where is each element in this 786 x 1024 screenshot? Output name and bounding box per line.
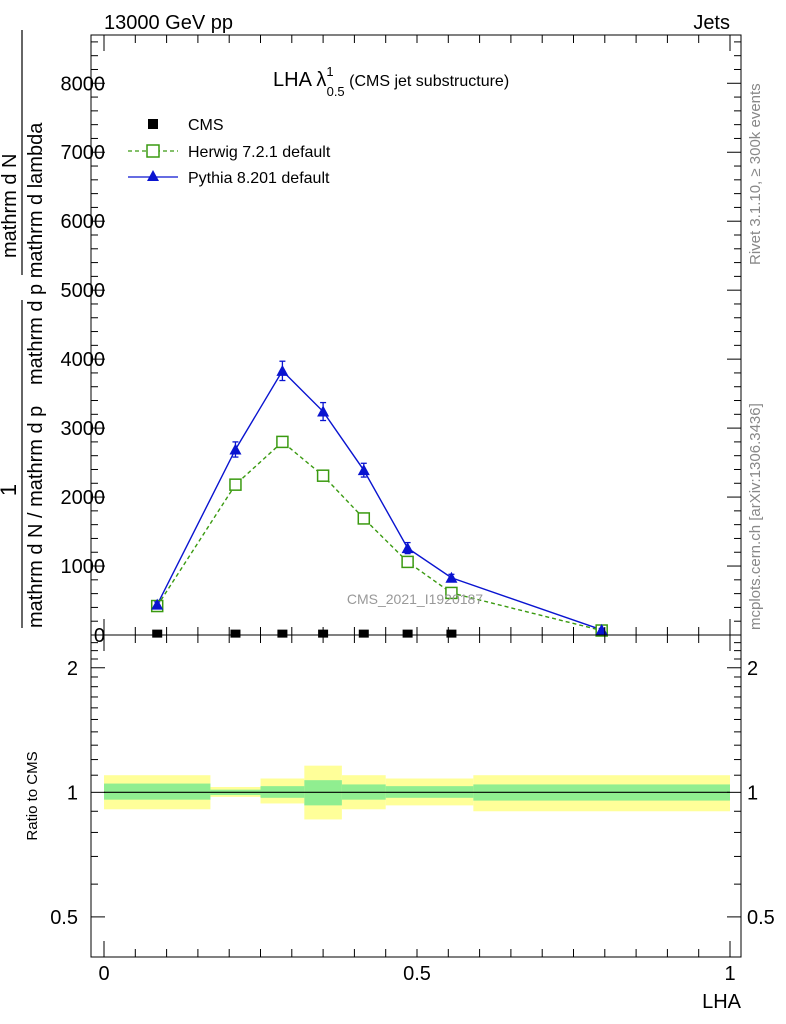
legend-item-cms: CMS: [148, 117, 224, 134]
herwig-point: [276, 435, 289, 449]
ratio-ticks: 0.5 0.5 1 1 2 2 0 0.5 1: [50, 634, 775, 985]
ratio-y-tick-label-right: 2: [747, 658, 758, 680]
rivet-version-label: Rivet 3.1.10, ≥ 300k events: [747, 83, 764, 265]
herwig-point: [357, 512, 371, 525]
legend-herwig-label: Herwig 7.2.1 default: [188, 144, 331, 161]
legend-herwig-marker: [146, 144, 160, 158]
main-y-tick-label: 4000: [61, 349, 106, 371]
plot-title-main: LHA λ: [273, 69, 326, 91]
herwig-point: [229, 478, 242, 491]
pythia-point: [276, 364, 289, 376]
ratio-y-axis-label: Ratio to CMS: [24, 751, 41, 840]
main-y-tick-label: 8000: [61, 73, 106, 95]
main-y-tick-label: 5000: [61, 280, 106, 302]
pythia-point: [151, 598, 164, 610]
herwig-point: [401, 555, 414, 569]
ratio-y-tick-label: 0.5: [50, 907, 78, 929]
main-y-tick-label: 1000: [61, 556, 106, 578]
x-axis-label: LHA: [702, 991, 742, 1013]
main-y-tick-label: 2000: [61, 487, 106, 509]
plot-title-suffix: (CMS jet substructure): [345, 73, 509, 90]
plot-title: LHA λ1 0.5 (CMS jet substructure): [273, 64, 509, 99]
legend: CMS Herwig 7.2.1 default Pythia 8.201 de…: [128, 117, 331, 187]
header-right-label: Jets: [693, 12, 730, 34]
pythia-point: [357, 464, 370, 476]
y-label-numer-one: 1: [0, 484, 21, 496]
ratio-y-tick-label-right: 0.5: [747, 907, 775, 929]
header-left-label: 13000 GeV pp: [104, 12, 233, 34]
legend-item-pythia: Pythia 8.201 default: [128, 170, 330, 187]
legend-pythia-marker: [147, 170, 159, 181]
legend-pythia-label: Pythia 8.201 default: [188, 170, 330, 187]
cms-point: [358, 629, 369, 638]
x-tick-label: 0.5: [403, 963, 431, 985]
main-plot-panel: 0 1000 2000 3000 4000 5000 6000 7000 8000: [61, 34, 742, 647]
ratio-y-tick-label: 1: [67, 782, 78, 804]
ratio-band-inner: [104, 783, 211, 800]
legend-cms-label: CMS: [188, 117, 224, 134]
mcplots-label: mcplots.cern.ch [arXiv:1306.3436]: [747, 403, 764, 630]
ratio-data-layer: [104, 765, 730, 820]
x-tick-label: 0: [98, 963, 109, 985]
main-y-tick-label: 6000: [61, 211, 106, 233]
pythia-point: [401, 542, 414, 554]
legend-cms-marker: [148, 119, 158, 129]
ratio-y-tick-label: 2: [67, 658, 78, 680]
y-label-denom-full: mathrm d p mathrm d lambda: [25, 122, 47, 385]
main-y-tick-label: 3000: [61, 418, 106, 440]
ratio-frame: [90, 634, 742, 958]
cms-point: [152, 629, 163, 638]
analysis-watermark: CMS_2021_I1920187: [347, 591, 483, 607]
y-label-numer-full: mathrm d N: [0, 154, 21, 258]
cms-point: [446, 629, 457, 638]
y-label-denom: mathrm d N / mathrm d p: [25, 406, 47, 628]
cms-point: [230, 629, 241, 638]
legend-item-herwig: Herwig 7.2.1 default: [128, 144, 331, 161]
main-data-layer: [150, 360, 608, 638]
pythia-point: [317, 405, 330, 417]
pythia-point: [445, 571, 458, 583]
x-tick-label: 1: [724, 963, 735, 985]
cms-point: [277, 629, 288, 638]
herwig-line: [156, 440, 602, 632]
ratio-y-tick-label-right: 1: [747, 782, 758, 804]
plot-title-sup: 1: [326, 64, 333, 79]
main-y-axis-label: 1 mathrm d N / mathrm d p mathrm d N mat…: [0, 30, 47, 628]
pythia-line: [156, 369, 602, 631]
herwig-point: [445, 586, 458, 600]
main-ticks: 0 1000 2000 3000 4000 5000 6000 7000 8000: [61, 35, 741, 647]
ratio-plot-panel: 0.5 0.5 1 1 2 2 0 0.5 1: [50, 634, 775, 985]
main-y-tick-label: 0: [94, 625, 105, 647]
plot-title-sub: 0.5: [327, 84, 345, 99]
pythia-point: [229, 443, 242, 455]
cms-point: [402, 629, 413, 638]
main-y-tick-label: 7000: [61, 142, 106, 164]
herwig-point: [316, 469, 330, 482]
